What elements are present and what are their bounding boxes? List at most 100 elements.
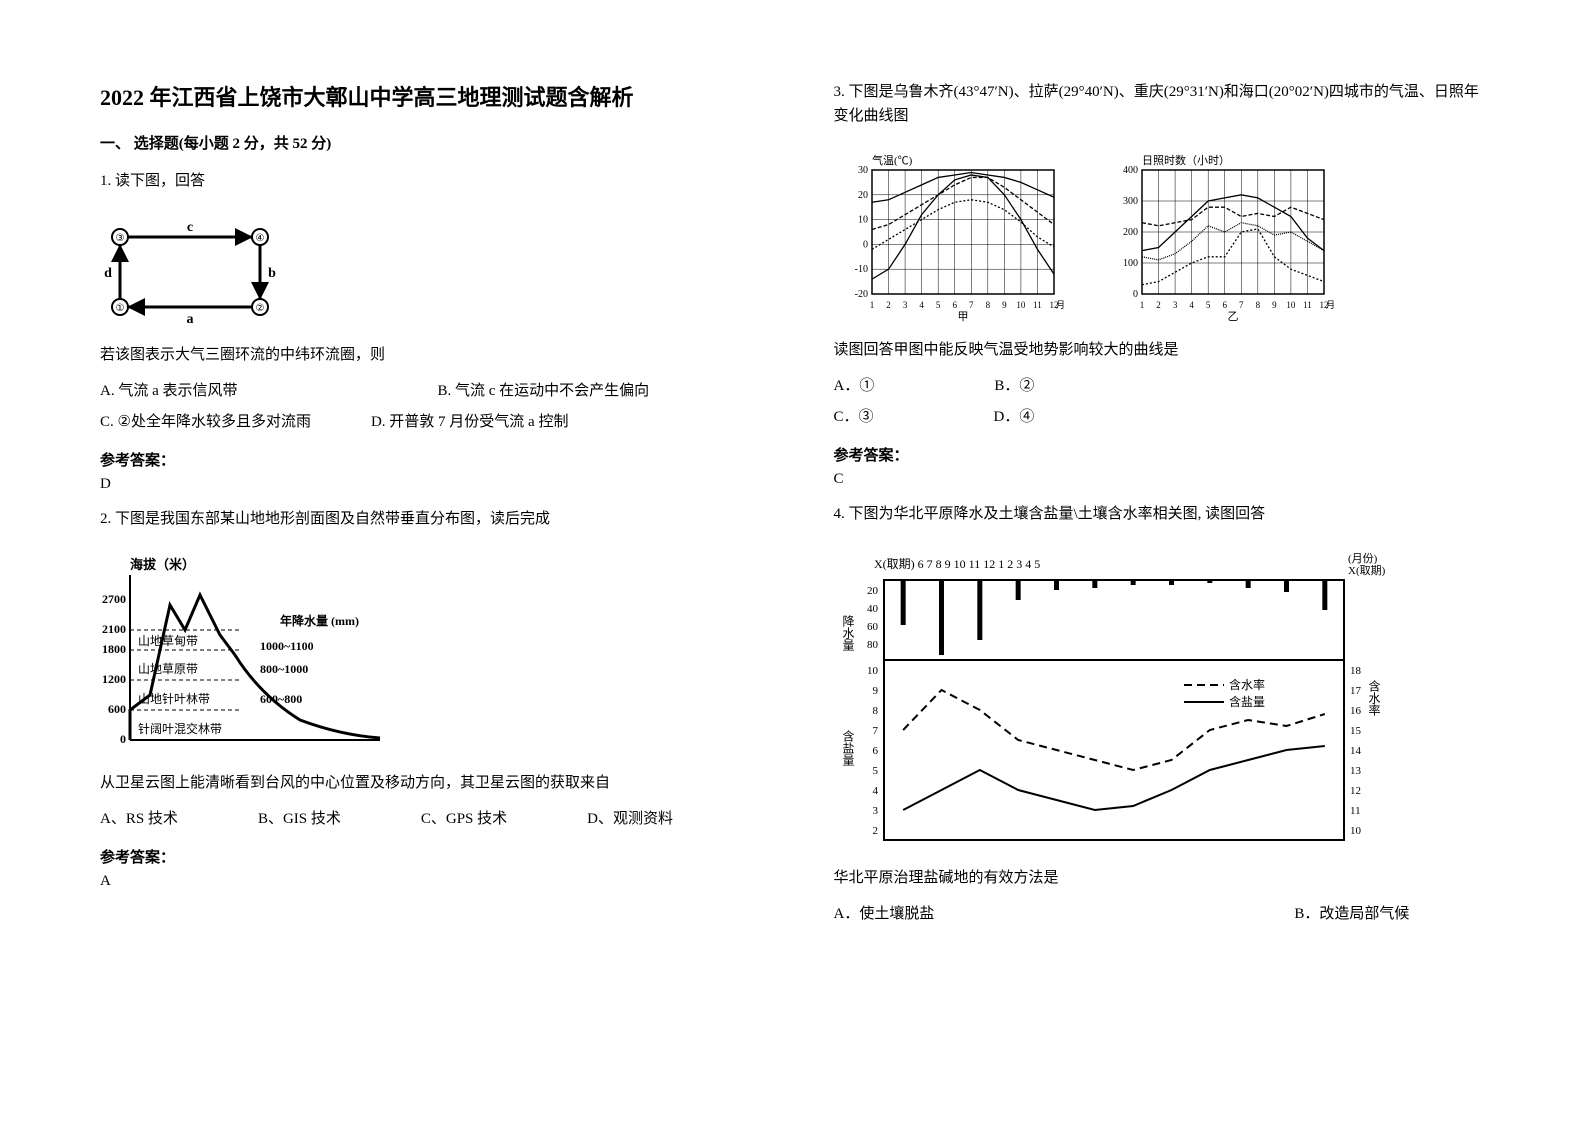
svg-text:7: 7 — [1239, 300, 1244, 310]
svg-text:0: 0 — [1133, 289, 1138, 300]
svg-text:a: a — [187, 312, 194, 327]
svg-text:2: 2 — [872, 825, 878, 837]
svg-text:日照时数（小时）: 日照时数（小时） — [1142, 154, 1230, 167]
svg-text:①: ① — [116, 303, 125, 314]
svg-text:2: 2 — [886, 300, 891, 310]
q2-options: A、RS 技术 B、GIS 技术 C、GPS 技术 D、观测资料 — [100, 807, 754, 828]
q2-answer-label: 参考答案： — [100, 846, 754, 867]
q4-stem: 华北平原治理盐碱地的有效方法是 — [834, 866, 1488, 890]
svg-text:3: 3 — [1172, 300, 1177, 310]
svg-text:9: 9 — [1002, 300, 1007, 310]
svg-text:10: 10 — [1350, 825, 1362, 837]
svg-text:800~1000: 800~1000 — [260, 662, 308, 676]
q3-answer: C — [834, 471, 1488, 488]
q2-answer: A — [100, 873, 754, 890]
svg-text:②: ② — [256, 303, 265, 314]
svg-text:含盐量: 含盐量 — [841, 729, 855, 766]
svg-text:6: 6 — [1222, 300, 1227, 310]
svg-text:15: 15 — [1350, 725, 1362, 737]
svg-text:6: 6 — [872, 745, 878, 757]
q2-figure: 海拔（米） 0 600 1200 1800 2100 2700 针阔叶混交林带 — [100, 555, 754, 755]
q3-row2: C．③ D．④ — [834, 405, 1488, 426]
svg-text:2100: 2100 — [102, 622, 126, 636]
svg-text:2: 2 — [1156, 300, 1161, 310]
q1-stem: 若该图表示大气三圈环流的中纬环流圈，则 — [100, 343, 754, 367]
svg-text:10: 10 — [1286, 300, 1296, 310]
svg-text:9: 9 — [872, 685, 878, 697]
svg-text:10: 10 — [1016, 300, 1026, 310]
svg-text:5: 5 — [1205, 300, 1210, 310]
svg-text:11: 11 — [1350, 805, 1361, 817]
svg-text:10: 10 — [867, 665, 879, 677]
svg-text:300: 300 — [1123, 196, 1138, 207]
svg-text:6: 6 — [952, 300, 957, 310]
svg-text:含盐量: 含盐量 — [1229, 694, 1265, 709]
svg-text:4: 4 — [872, 785, 878, 797]
svg-text:5: 5 — [935, 300, 940, 310]
svg-text:17: 17 — [1350, 685, 1362, 697]
svg-text:13: 13 — [1350, 765, 1362, 777]
svg-text:1000~1100: 1000~1100 — [260, 639, 314, 653]
svg-text:3: 3 — [872, 805, 878, 817]
svg-text:8: 8 — [985, 300, 990, 310]
svg-text:气温(℃): 气温(℃) — [872, 153, 913, 167]
q3-optB: B．② — [994, 374, 1034, 395]
svg-text:600~800: 600~800 — [260, 692, 302, 706]
svg-text:X(取期): X(取期) — [1348, 564, 1386, 577]
svg-text:8: 8 — [872, 705, 878, 717]
q3-optC: C．③ — [834, 405, 874, 426]
q3-row1: A．① B．② — [834, 374, 1488, 395]
svg-text:乙: 乙 — [1227, 310, 1238, 322]
svg-text:甲: 甲 — [957, 311, 968, 322]
svg-text:X(取期) 6 7 8 9 10 1: X(取期) 6 7 8 9 10 11 12 1 2 3 4 5 — [874, 557, 1040, 571]
q1-answer: D — [100, 476, 754, 493]
svg-text:(月份): (月份) — [1348, 552, 1378, 565]
svg-text:④: ④ — [256, 233, 265, 244]
svg-text:山地针叶林带: 山地针叶林带 — [138, 691, 210, 706]
q3-temp-chart: -20-100102030123456789101112月气温(℃)甲 — [834, 152, 1064, 322]
q1-optA: A. 气流 a 表示信风带 — [100, 379, 238, 400]
q1-optD: D. 开普敦 7 月份受气流 a 控制 — [371, 410, 569, 431]
svg-text:年降水量 (mm): 年降水量 (mm) — [280, 613, 359, 628]
section-header: 一、 选择题(每小题 2 分，共 52 分) — [100, 132, 754, 153]
svg-text:16: 16 — [1350, 705, 1362, 717]
svg-text:7: 7 — [872, 725, 878, 737]
svg-text:b: b — [268, 266, 276, 281]
svg-text:8: 8 — [1255, 300, 1260, 310]
svg-text:200: 200 — [1123, 227, 1138, 238]
svg-text:0: 0 — [120, 732, 126, 746]
q2-optB: B、GIS 技术 — [258, 807, 341, 828]
svg-text:③: ③ — [116, 233, 125, 244]
svg-text:2700: 2700 — [102, 592, 126, 606]
svg-text:1: 1 — [1139, 300, 1144, 310]
svg-text:月: 月 — [1056, 300, 1064, 310]
svg-text:c: c — [187, 220, 193, 235]
svg-text:9: 9 — [1272, 300, 1277, 310]
svg-text:20: 20 — [867, 585, 879, 597]
svg-text:14: 14 — [1350, 745, 1362, 757]
q3-answer-label: 参考答案： — [834, 444, 1488, 465]
svg-text:40: 40 — [867, 603, 879, 615]
svg-text:600: 600 — [108, 702, 126, 716]
q4-optA: A．使土壤脱盐 — [834, 902, 935, 923]
q1-row2: C. ②处全年降水较多且多对流雨 D. 开普敦 7 月份受气流 a 控制 — [100, 410, 754, 431]
q1-optB: B. 气流 c 在运动中不会产生偏向 — [438, 379, 650, 400]
svg-text:1200: 1200 — [102, 672, 126, 686]
q2-optC: C、GPS 技术 — [421, 807, 507, 828]
q2-stem: 从卫星云图上能清晰看到台风的中心位置及移动方向，其卫星云图的获取来自 — [100, 771, 754, 795]
svg-text:7: 7 — [969, 300, 974, 310]
svg-text:5: 5 — [872, 765, 878, 777]
q1-optC: C. ②处全年降水较多且多对流雨 — [100, 410, 311, 431]
svg-text:月: 月 — [1326, 300, 1334, 310]
svg-text:-20: -20 — [854, 289, 867, 300]
doc-title: 2022 年江西省上饶市大鄣山中学高三地理测试题含解析 — [100, 80, 754, 112]
svg-text:山地草原带: 山地草原带 — [138, 662, 198, 676]
svg-text:20: 20 — [858, 190, 868, 201]
svg-text:80: 80 — [867, 639, 879, 651]
svg-text:30: 30 — [858, 165, 868, 176]
q1-prompt: 1. 读下图，回答 — [100, 169, 754, 193]
q3-prompt: 3. 下图是乌鲁木齐(43°47′N)、拉萨(29°40′N)、重庆(29°31… — [834, 80, 1488, 128]
q3-optD: D．④ — [994, 405, 1035, 426]
q4-chart: X(取期) 6 7 8 9 10 11 12 1 2 3 4 5 (月份)X(取期… — [834, 550, 1394, 850]
svg-text:60: 60 — [867, 621, 879, 633]
